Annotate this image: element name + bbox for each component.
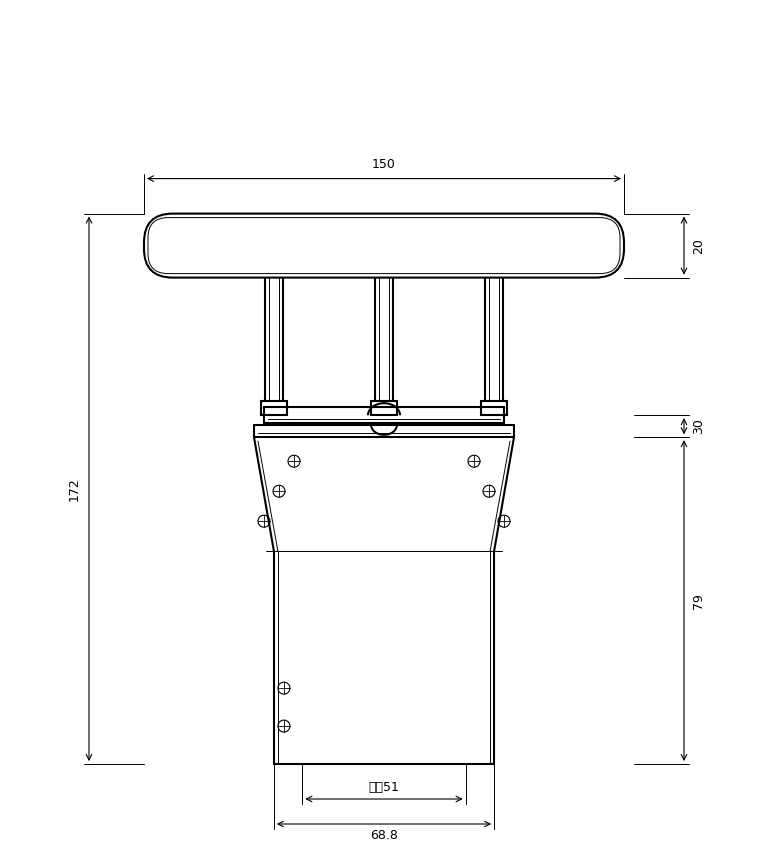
Text: 20: 20 <box>692 238 705 253</box>
Bar <box>371 401 397 416</box>
Text: 30: 30 <box>692 418 705 434</box>
Bar <box>481 401 507 416</box>
Text: 79: 79 <box>692 593 705 608</box>
Text: 内晄51: 内晄51 <box>369 781 399 794</box>
Text: 172: 172 <box>68 477 81 500</box>
Text: 68.8: 68.8 <box>370 829 398 842</box>
FancyBboxPatch shape <box>144 213 624 277</box>
Text: 150: 150 <box>372 157 396 170</box>
Bar <box>261 401 287 416</box>
